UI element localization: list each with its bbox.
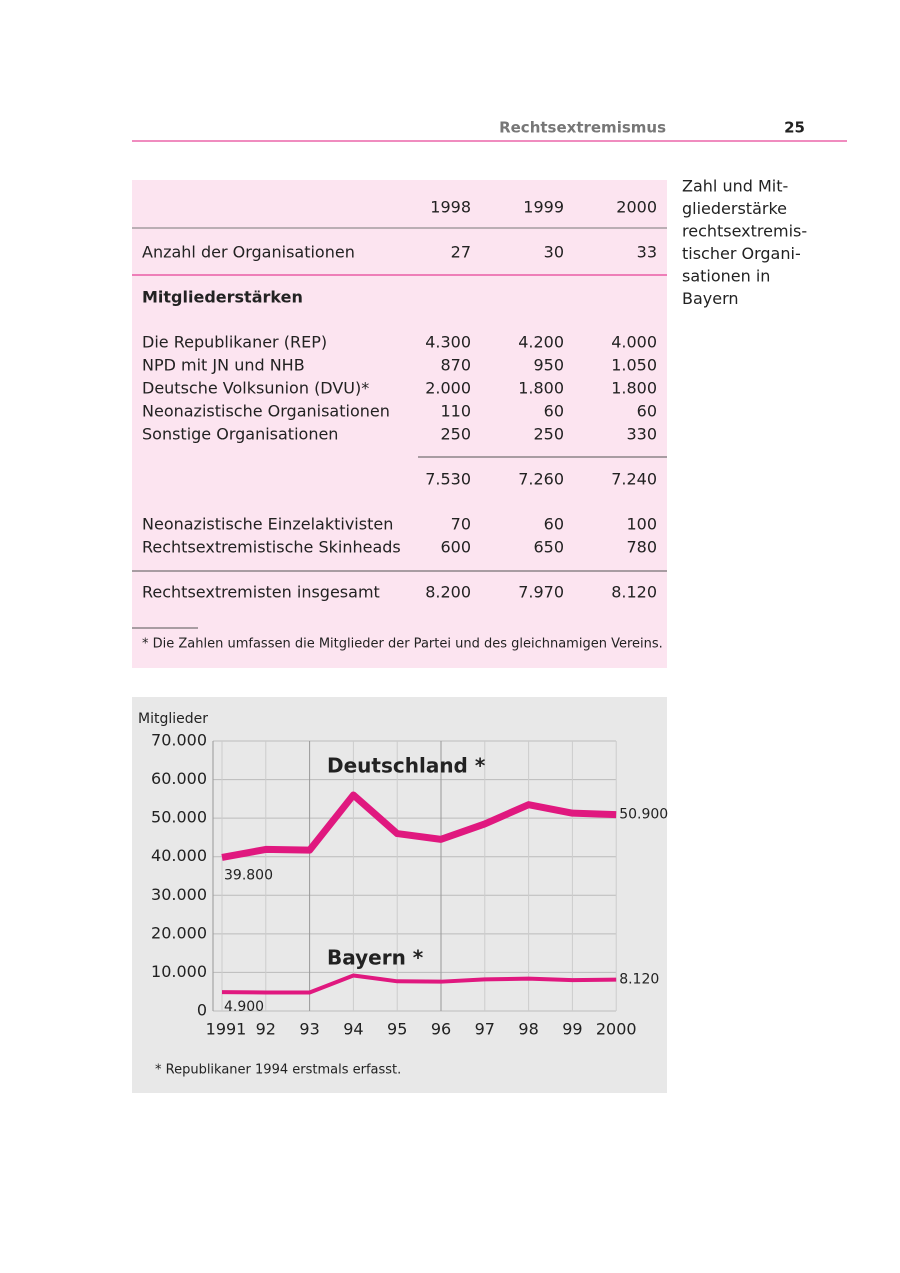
row-label: NPD mit JN und NHB bbox=[142, 356, 305, 375]
value-label: 8.120 bbox=[619, 972, 659, 988]
row-label: Deutsche Volksunion (DVU)* bbox=[142, 379, 369, 398]
y-tick-label: 50.000 bbox=[151, 808, 207, 827]
table-cell: 600 bbox=[440, 538, 471, 557]
table-footnote: * Die Zahlen umfassen die Mitglieder der… bbox=[142, 637, 663, 652]
y-tick-label: 70.000 bbox=[151, 731, 207, 750]
row-label: Anzahl der Organisationen bbox=[142, 243, 355, 262]
series-line bbox=[221, 791, 617, 861]
y-tick-label: 40.000 bbox=[151, 846, 207, 865]
y-tick-label: 20.000 bbox=[151, 923, 207, 942]
y-tick-label: 0 bbox=[197, 1001, 207, 1020]
y-tick-label: 30.000 bbox=[151, 885, 207, 904]
x-tick-label: 98 bbox=[518, 1020, 538, 1039]
x-tick-label: 2000 bbox=[596, 1020, 637, 1039]
table-cell: 30 bbox=[544, 243, 564, 262]
table-cell: 2.000 bbox=[425, 379, 471, 398]
row-label: Neonazistische Organisationen bbox=[142, 402, 390, 421]
table-cell: 100 bbox=[626, 515, 657, 534]
table-cell: 7.240 bbox=[611, 470, 657, 489]
side-note-line: tischer Organi- bbox=[682, 244, 801, 263]
table-section-title: Mitgliederstärken bbox=[142, 288, 303, 307]
y-axis-label: Mitglieder bbox=[138, 711, 208, 727]
table-cell: 8.120 bbox=[611, 583, 657, 602]
table-cell: 60 bbox=[637, 402, 657, 421]
y-tick-label: 10.000 bbox=[151, 962, 207, 981]
side-note-line: Zahl und Mit- bbox=[682, 177, 788, 196]
chart-footnote: * Republikaner 1994 erstmals erfasst. bbox=[155, 1063, 401, 1078]
x-tick-label: 94 bbox=[343, 1020, 363, 1039]
table-cell: 1998 bbox=[430, 198, 471, 217]
table-cell: 1.050 bbox=[611, 356, 657, 375]
table-cell: 950 bbox=[533, 356, 564, 375]
x-tick-label: 96 bbox=[431, 1020, 451, 1039]
series-label: Bayern * bbox=[327, 946, 424, 970]
table-cell: 60 bbox=[544, 515, 564, 534]
series-label: Deutschland * bbox=[327, 754, 486, 778]
row-label: Die Republikaner (REP) bbox=[142, 333, 327, 352]
table-cell: 7.260 bbox=[518, 470, 564, 489]
table-background bbox=[132, 180, 667, 668]
value-label: 50.900 bbox=[619, 807, 668, 823]
table-cell: 110 bbox=[440, 402, 471, 421]
x-tick-label: 99 bbox=[562, 1020, 582, 1039]
table-cell: 250 bbox=[440, 425, 471, 444]
side-note-line: gliederstärke bbox=[682, 199, 787, 218]
table-cell: 4.200 bbox=[518, 333, 564, 352]
row-label: Sonstige Organisationen bbox=[142, 425, 338, 444]
x-tick-label: 93 bbox=[299, 1020, 319, 1039]
table-cell: 4.000 bbox=[611, 333, 657, 352]
side-note-line: Bayern bbox=[682, 289, 739, 308]
table-cell: 7.530 bbox=[425, 470, 471, 489]
x-tick-label: 92 bbox=[256, 1020, 276, 1039]
x-tick-label: 1991 bbox=[206, 1020, 247, 1039]
table-cell: 8.200 bbox=[425, 583, 471, 602]
table-cell: 60 bbox=[544, 402, 564, 421]
table-cell: 870 bbox=[440, 356, 471, 375]
series-line bbox=[221, 973, 617, 995]
table-cell: 650 bbox=[533, 538, 564, 557]
table-cell: 1.800 bbox=[611, 379, 657, 398]
row-label: Rechtsextremistische Skinheads bbox=[142, 538, 401, 557]
section-title: Rechtsextremismus bbox=[499, 119, 666, 137]
row-label: Rechtsextremisten insgesamt bbox=[142, 583, 380, 602]
table-cell: 1999 bbox=[523, 198, 564, 217]
x-tick-label: 97 bbox=[475, 1020, 495, 1039]
page-number: 25 bbox=[784, 119, 805, 137]
table-cell: 2000 bbox=[616, 198, 657, 217]
table-cell: 330 bbox=[626, 425, 657, 444]
table-cell: 4.300 bbox=[425, 333, 471, 352]
table-cell: 780 bbox=[626, 538, 657, 557]
table-cell: 7.970 bbox=[518, 583, 564, 602]
table-cell: 27 bbox=[451, 243, 471, 262]
side-note-line: rechtsextremis- bbox=[682, 222, 807, 241]
row-label: Neonazistische Einzelaktivisten bbox=[142, 515, 393, 534]
x-tick-label: 95 bbox=[387, 1020, 407, 1039]
table-cell: 70 bbox=[451, 515, 471, 534]
value-label: 4.900 bbox=[224, 999, 264, 1015]
table-cell: 33 bbox=[637, 243, 657, 262]
table-cell: 250 bbox=[533, 425, 564, 444]
table-cell: 1.800 bbox=[518, 379, 564, 398]
value-label: 39.800 bbox=[224, 867, 273, 883]
y-tick-label: 60.000 bbox=[151, 769, 207, 788]
side-note-line: sationen in bbox=[682, 267, 770, 286]
